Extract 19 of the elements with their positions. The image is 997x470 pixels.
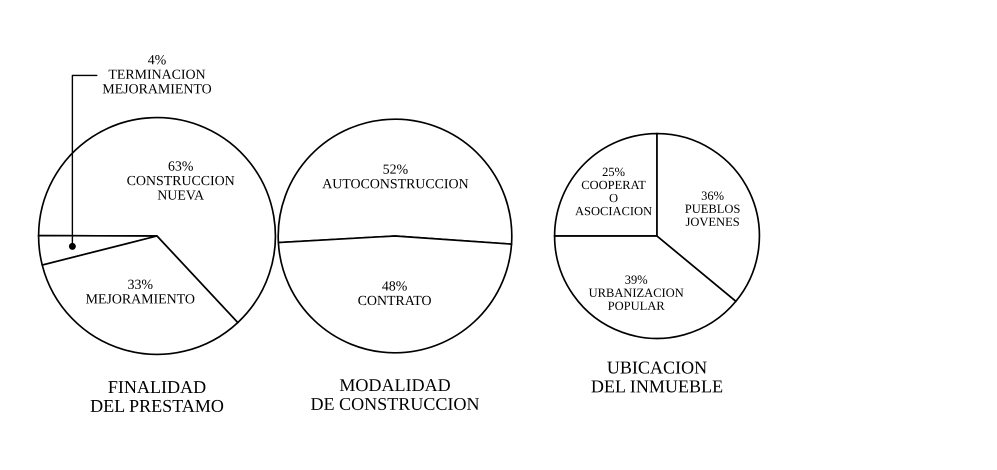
text: UBICACION DEL INMUEBLE xyxy=(591,362,722,393)
data-label: 36% xyxy=(702,191,724,200)
data-label: 4% xyxy=(148,55,166,64)
data-label: 52% xyxy=(383,164,408,174)
slice-label: CONTRATO xyxy=(358,296,431,306)
text: MODALIDAD DE CONSTRUCCION xyxy=(311,379,480,410)
slice-label: TERMINACION MEJORAMIENTO xyxy=(102,70,212,94)
slice-label: PUEBLOS JOVENES xyxy=(685,204,740,226)
slice-label: MEJORAMIENTO xyxy=(86,294,194,304)
slice-label: COOPERAT O ASOCIACION xyxy=(575,180,652,216)
slice-label: URBANIZACION POPULAR xyxy=(588,288,684,310)
slice-label: CONSTRUCCION NUEVA xyxy=(127,176,234,200)
data-label: 33% xyxy=(128,280,153,290)
data-label: 63% xyxy=(168,161,193,171)
data-label: 48% xyxy=(382,281,407,291)
slice-label: AUTOCONSTRUCCION xyxy=(322,179,468,188)
text: FINALIDAD DEL PRESTAMO xyxy=(90,381,224,412)
data-label: 25% xyxy=(602,168,625,176)
data-label: 39% xyxy=(625,275,648,284)
